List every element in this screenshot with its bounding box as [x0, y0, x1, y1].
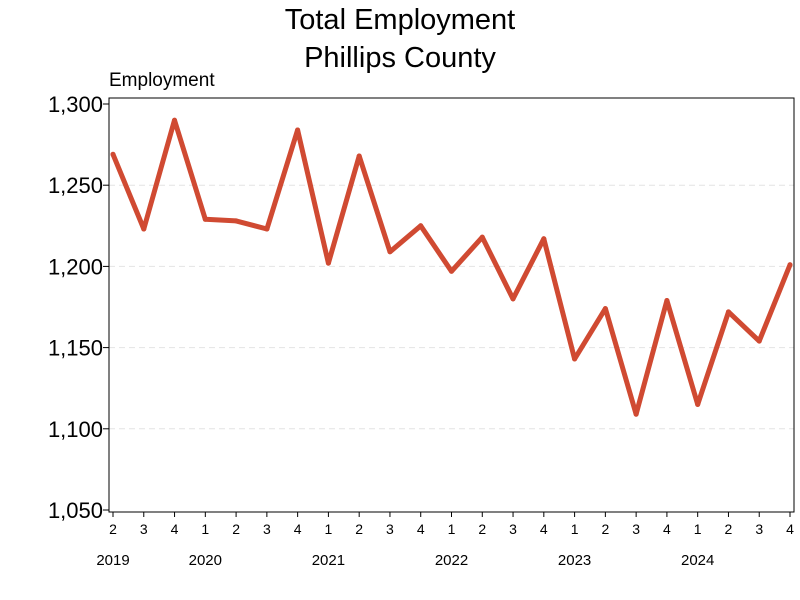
data-point: [233, 218, 239, 224]
x-tick-label: 4: [540, 521, 548, 537]
x-tick-label: 2: [601, 521, 609, 537]
x-tick-label: 2: [725, 521, 733, 537]
data-point: [356, 153, 362, 159]
data-point: [202, 216, 208, 222]
data-point: [602, 306, 608, 312]
x-axis-year-labels: 2019 2020 2021 2022 2023 2024: [96, 552, 714, 569]
chart-title-line-2: Phillips County: [304, 42, 496, 74]
x-tick-label: 3: [263, 521, 271, 537]
x-axis-ticks: 2 3 4 1 2 3 4 1 2 3 4 1 2 3 4 1 2 3 4 1 2 3 4: [109, 512, 794, 537]
x-tick-label: 2: [355, 521, 363, 537]
x-tick-label: 4: [663, 521, 671, 537]
data-point: [110, 151, 116, 157]
year-label-2024: 2024: [681, 552, 714, 569]
x-tick-label: 1: [694, 521, 702, 537]
x-tick-label: 4: [786, 521, 794, 537]
x-tick-label: 3: [386, 521, 394, 537]
x-tick-label: 4: [294, 521, 302, 537]
y-axis-label: Employment: [109, 70, 215, 91]
x-tick-label: 3: [632, 521, 640, 537]
series-group: [110, 117, 793, 417]
y-tick-label-1200: 1,200: [48, 254, 103, 279]
x-tick-label: 2: [232, 521, 240, 537]
data-point: [141, 226, 147, 232]
x-tick-label: 2: [109, 521, 117, 537]
plot-area-frame: [108, 97, 795, 513]
x-tick-label: 1: [201, 521, 209, 537]
data-point: [264, 226, 270, 232]
x-tick-label: 4: [171, 521, 179, 537]
x-tick-label: 3: [509, 521, 517, 537]
data-point: [541, 236, 547, 242]
series-line-0: [110, 117, 793, 417]
year-label-2022: 2022: [435, 552, 468, 569]
y-tick-label-1050: 1,050: [48, 498, 103, 523]
x-tick-label: 1: [325, 521, 333, 537]
x-tick-label: 3: [755, 521, 763, 537]
y-axis-ticks: 1,050 1,100 1,150 1,200 1,250 1,300: [48, 92, 109, 523]
data-point: [633, 411, 639, 417]
data-point: [479, 234, 485, 240]
data-point: [725, 309, 731, 315]
data-point: [756, 338, 762, 344]
data-point: [325, 260, 331, 266]
x-tick-label: 1: [571, 521, 579, 537]
data-point: [572, 356, 578, 362]
y-tick-label-1150: 1,150: [48, 336, 103, 361]
x-tick-label: 1: [448, 521, 456, 537]
data-point: [449, 268, 454, 274]
data-point: [295, 127, 301, 133]
data-point: [510, 296, 516, 302]
year-label-2021: 2021: [312, 552, 345, 569]
x-tick-label: 4: [417, 521, 425, 537]
data-point: [787, 262, 793, 268]
y-tick-label-1300: 1,300: [48, 92, 103, 117]
data-point: [418, 223, 424, 229]
x-tick-label: 3: [140, 521, 148, 537]
year-label-2019: 2019: [96, 552, 129, 569]
y-tick-label-1250: 1,250: [48, 173, 103, 198]
data-point: [695, 401, 701, 407]
year-label-2023: 2023: [558, 552, 591, 569]
x-tick-label: 2: [478, 521, 486, 537]
data-point: [172, 117, 178, 123]
data-point: [664, 298, 670, 304]
data-point: [387, 249, 393, 255]
year-label-2020: 2020: [189, 552, 222, 569]
y-tick-label-1100: 1,100: [48, 417, 103, 442]
chart-title-line-1: Total Employment: [285, 4, 516, 36]
